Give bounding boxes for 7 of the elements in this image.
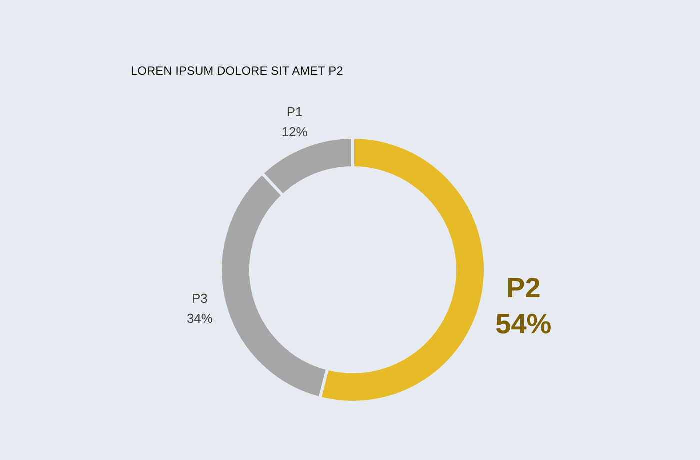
slice-label: P2	[506, 272, 541, 304]
slice-label: P3	[192, 290, 208, 306]
data-label: 12%	[282, 124, 308, 140]
chart-title: LOREN IPSUM DOLORE SIT AMET P2	[131, 64, 344, 78]
data-label: 34%	[186, 310, 214, 326]
data-label: 54%	[496, 308, 552, 340]
slice-label: P1	[286, 104, 303, 120]
